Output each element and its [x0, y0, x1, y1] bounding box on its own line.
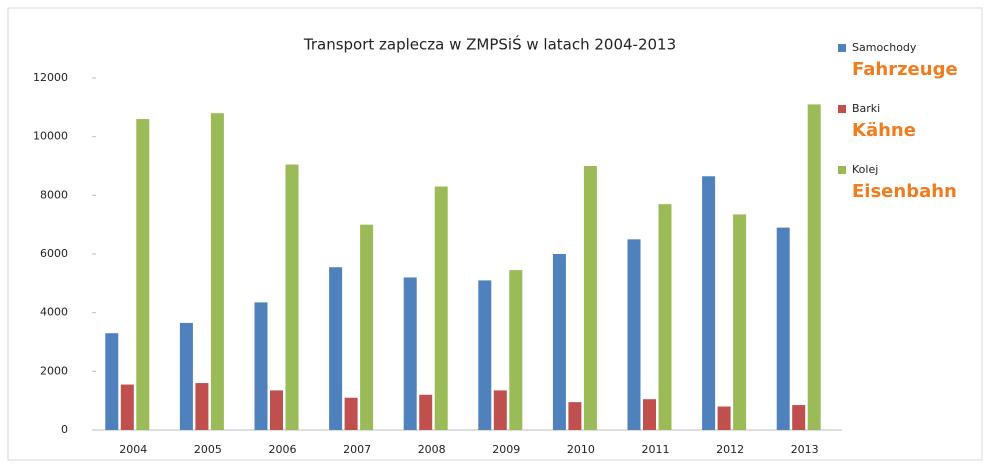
x-tick-label: 2009 — [492, 443, 520, 456]
x-tick-label: 2013 — [791, 443, 819, 456]
bar — [179, 322, 193, 430]
bar — [792, 405, 806, 430]
x-tick-label: 2005 — [194, 443, 222, 456]
legend-swatch — [838, 105, 846, 113]
bar — [329, 267, 343, 430]
bar — [120, 384, 134, 430]
legend-label: Barki — [852, 102, 880, 115]
bar — [583, 166, 597, 430]
bar — [136, 119, 150, 431]
x-tick-label: 2008 — [418, 443, 446, 456]
y-tick-label: 0 — [61, 423, 68, 436]
bar — [254, 302, 268, 430]
bar — [105, 333, 119, 430]
x-tick-label: 2006 — [269, 443, 297, 456]
bar — [509, 270, 523, 430]
legend-swatch — [838, 166, 846, 174]
bar — [195, 383, 209, 430]
bar — [658, 204, 672, 430]
y-tick-label: 12000 — [33, 71, 68, 84]
annotation: Kähne — [852, 120, 916, 141]
bar — [733, 214, 747, 430]
legend-swatch — [838, 44, 846, 52]
y-tick-label: 10000 — [33, 130, 68, 143]
chart-title: Transport zaplecza w ZMPSiŚ w latach 200… — [303, 35, 676, 54]
x-tick-label: 2007 — [343, 443, 371, 456]
bar — [360, 224, 374, 430]
legend-label: Samochody — [852, 41, 917, 54]
bar — [478, 280, 492, 430]
y-tick-label: 8000 — [40, 188, 68, 201]
bar — [568, 402, 582, 430]
bar — [807, 104, 821, 431]
y-tick-label: 4000 — [40, 306, 68, 319]
bar — [717, 406, 731, 430]
bar — [776, 227, 790, 430]
bar — [702, 176, 716, 430]
bar — [344, 397, 358, 430]
x-tick-label: 2012 — [716, 443, 744, 456]
x-tick-label: 2010 — [567, 443, 595, 456]
bar — [643, 399, 656, 430]
bar — [419, 394, 433, 430]
bar — [627, 239, 641, 430]
annotation: Fahrzeuge — [852, 59, 958, 80]
x-tick-label: 2011 — [642, 443, 670, 456]
bar — [434, 186, 448, 430]
bar — [493, 390, 507, 430]
bar — [552, 254, 566, 430]
bar — [270, 390, 283, 430]
legend-label: Kolej — [852, 163, 878, 176]
bar — [285, 164, 299, 431]
bar — [403, 277, 417, 430]
bar — [210, 113, 224, 430]
y-tick-label: 2000 — [40, 364, 68, 377]
y-tick-label: 6000 — [40, 247, 68, 260]
annotation: Eisenbahn — [852, 181, 957, 202]
x-tick-label: 2004 — [119, 443, 147, 456]
